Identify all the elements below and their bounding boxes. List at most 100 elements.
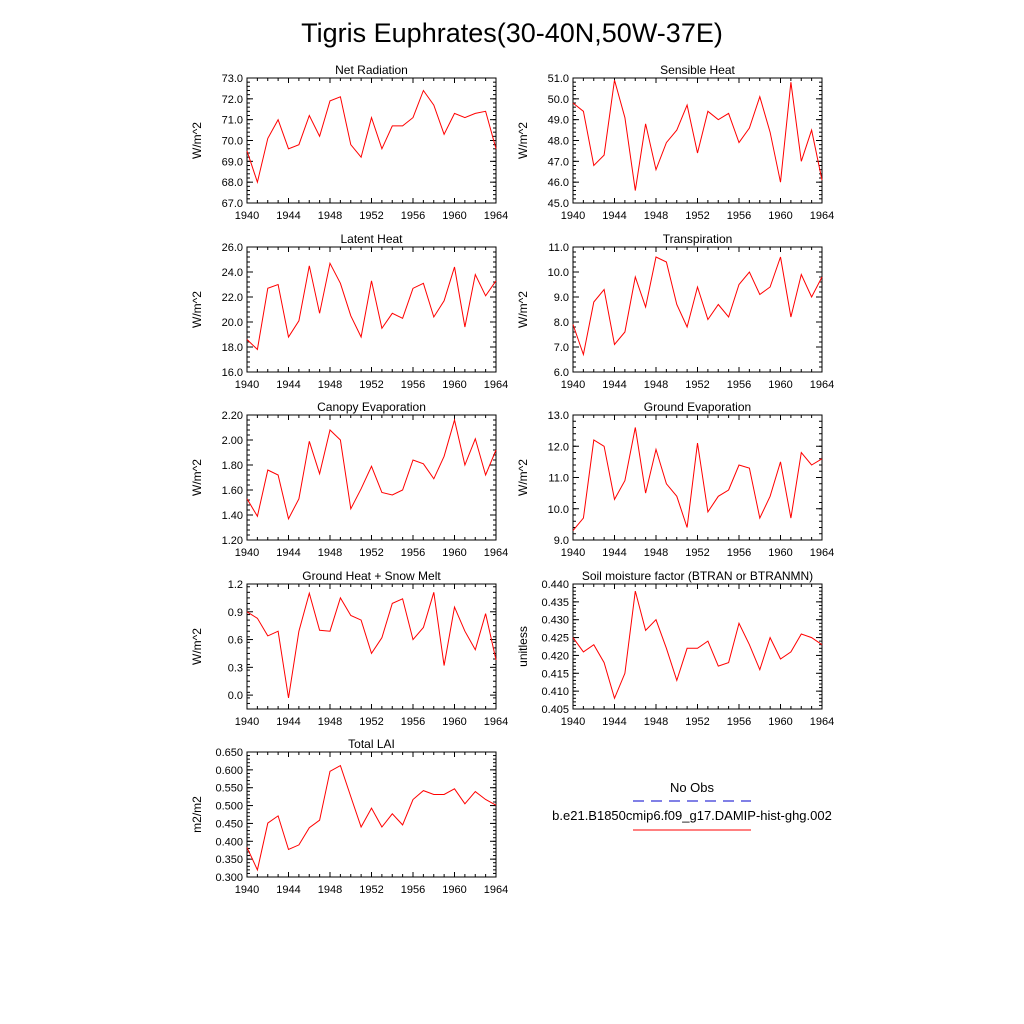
y-tick-label: 24.0 bbox=[222, 267, 243, 279]
figure-title: Tigris Euphrates(30-40N,50W-37E) bbox=[301, 18, 723, 48]
x-tick-label: 1944 bbox=[276, 547, 300, 559]
y-tick-label: 45.0 bbox=[548, 198, 569, 210]
y-tick-label: 0.430 bbox=[541, 615, 569, 627]
x-tick-label: 1940 bbox=[561, 210, 585, 222]
y-tick-label: 7.0 bbox=[554, 342, 569, 354]
panel-ground-heat-snow-melt: Ground Heat + Snow Melt W/m^2 1940 1944 1948… bbox=[190, 569, 508, 728]
y-tick-label: 73.0 bbox=[222, 73, 243, 85]
y-tick-label: 0.9 bbox=[228, 607, 243, 619]
y-tick-label: 8.0 bbox=[554, 317, 569, 329]
x-tick-label: 1948 bbox=[318, 716, 342, 728]
y-tick-label: 6.0 bbox=[554, 367, 569, 379]
legend-label-obs: No Obs bbox=[670, 780, 715, 795]
y-tick-label: 26.0 bbox=[222, 242, 243, 254]
x-tick-label: 1952 bbox=[685, 210, 709, 222]
panel-transpiration: Transpiration W/m^2 1940 1944 1948 1952 1956 19… bbox=[516, 232, 834, 391]
y-tick-label: 2.00 bbox=[222, 435, 243, 447]
panel-total-lai: Total LAI m2/m2 1940 1944 1948 1952 1956 1960 19… bbox=[190, 737, 508, 896]
x-tick-label: 1948 bbox=[644, 716, 668, 728]
x-tick-label: 1952 bbox=[359, 884, 383, 896]
y-axis-label: W/m^2 bbox=[190, 628, 204, 665]
panel-title: Soil moisture factor (BTRAN or BTRANMN) bbox=[582, 569, 813, 583]
x-tick-label: 1964 bbox=[484, 547, 508, 559]
y-tick-label: 22.0 bbox=[222, 292, 243, 304]
y-tick-label: 0.300 bbox=[215, 872, 243, 884]
y-tick-label: 0.400 bbox=[215, 836, 243, 848]
y-tick-label: 0.550 bbox=[215, 783, 243, 795]
panel-title: Net Radiation bbox=[335, 63, 408, 77]
x-tick-label: 1948 bbox=[318, 547, 342, 559]
y-tick-label: 0.440 bbox=[541, 579, 569, 591]
y-tick-label: 11.0 bbox=[548, 242, 569, 254]
x-tick-label: 1944 bbox=[276, 884, 300, 896]
x-tick-label: 1960 bbox=[442, 716, 466, 728]
x-tick-label: 1960 bbox=[442, 884, 466, 896]
x-tick-label: 1948 bbox=[318, 379, 342, 391]
x-tick-label: 1964 bbox=[810, 379, 834, 391]
y-tick-label: 9.0 bbox=[554, 535, 569, 547]
panel-latent-heat: Latent Heat W/m^2 1940 1944 1948 1952 1956 1960… bbox=[190, 232, 508, 391]
y-tick-label: 0.435 bbox=[541, 597, 569, 609]
x-tick-label: 1944 bbox=[276, 379, 300, 391]
y-tick-label: 47.0 bbox=[548, 156, 569, 168]
x-tick-label: 1964 bbox=[484, 210, 508, 222]
x-tick-label: 1952 bbox=[359, 716, 383, 728]
panel-soil-moisture-factor-btran-or-btranmn: Soil moisture factor (BTRAN or BTRANMN) u… bbox=[516, 569, 834, 728]
y-tick-label: 0.6 bbox=[228, 635, 243, 647]
y-tick-label: 0.405 bbox=[541, 704, 569, 716]
y-tick-label: 12.0 bbox=[548, 441, 569, 453]
x-tick-label: 1960 bbox=[442, 547, 466, 559]
y-tick-label: 69.0 bbox=[222, 156, 243, 168]
y-tick-label: 51.0 bbox=[548, 73, 569, 85]
y-tick-label: 1.2 bbox=[228, 579, 243, 591]
x-tick-label: 1964 bbox=[484, 716, 508, 728]
panel-title: Canopy Evaporation bbox=[317, 400, 426, 414]
x-tick-label: 1960 bbox=[768, 547, 792, 559]
y-axis-label: m2/m2 bbox=[190, 796, 204, 833]
panel-title: Sensible Heat bbox=[660, 63, 735, 77]
panel-title: Ground Heat + Snow Melt bbox=[302, 569, 441, 583]
x-tick-label: 1960 bbox=[442, 379, 466, 391]
x-tick-label: 1940 bbox=[235, 547, 259, 559]
x-tick-label: 1948 bbox=[644, 547, 668, 559]
x-tick-label: 1960 bbox=[768, 210, 792, 222]
panel-net-radiation: Net Radiation W/m^2 1940 1944 1948 1952 1956 19… bbox=[190, 63, 508, 222]
y-axis-label: unitless bbox=[516, 626, 530, 667]
y-tick-label: 10.0 bbox=[548, 504, 569, 516]
x-tick-label: 1944 bbox=[602, 379, 626, 391]
x-tick-label: 1940 bbox=[235, 884, 259, 896]
x-tick-label: 1956 bbox=[401, 884, 425, 896]
x-tick-label: 1944 bbox=[276, 210, 300, 222]
y-axis-label: W/m^2 bbox=[516, 459, 530, 496]
x-tick-label: 1960 bbox=[442, 210, 466, 222]
panel-title: Transpiration bbox=[663, 232, 733, 246]
series-line-net-radiation bbox=[246, 89, 497, 185]
x-tick-label: 1956 bbox=[727, 547, 751, 559]
y-tick-label: 1.60 bbox=[222, 485, 243, 497]
y-tick-label: 49.0 bbox=[548, 115, 569, 127]
y-tick-label: 16.0 bbox=[222, 367, 243, 379]
panel-title: Ground Evaporation bbox=[644, 400, 751, 414]
x-tick-label: 1956 bbox=[727, 716, 751, 728]
y-tick-label: 0.650 bbox=[215, 747, 243, 759]
y-tick-label: 68.0 bbox=[222, 177, 243, 189]
y-tick-label: 48.0 bbox=[548, 136, 569, 148]
y-tick-label: 18.0 bbox=[222, 342, 243, 354]
y-tick-label: 20.0 bbox=[222, 317, 243, 329]
x-tick-label: 1960 bbox=[768, 716, 792, 728]
x-tick-label: 1956 bbox=[727, 379, 751, 391]
y-tick-label: 9.0 bbox=[554, 292, 569, 304]
y-tick-label: 0.425 bbox=[541, 633, 569, 645]
x-tick-label: 1952 bbox=[359, 379, 383, 391]
x-tick-label: 1956 bbox=[401, 210, 425, 222]
x-tick-label: 1952 bbox=[685, 716, 709, 728]
y-tick-label: 11.0 bbox=[548, 473, 569, 485]
y-axis-label: W/m^2 bbox=[190, 291, 204, 328]
x-tick-label: 1964 bbox=[810, 547, 834, 559]
panel-canopy-evaporation: Canopy Evaporation W/m^2 1940 1944 1948 1952 1… bbox=[190, 400, 508, 559]
x-tick-label: 1944 bbox=[276, 716, 300, 728]
y-axis-label: W/m^2 bbox=[190, 459, 204, 496]
legend: No Obs b.e21.B1850cmip6.f09_g17.DAMIP-hi… bbox=[552, 780, 832, 831]
y-tick-label: 0.450 bbox=[215, 818, 243, 830]
